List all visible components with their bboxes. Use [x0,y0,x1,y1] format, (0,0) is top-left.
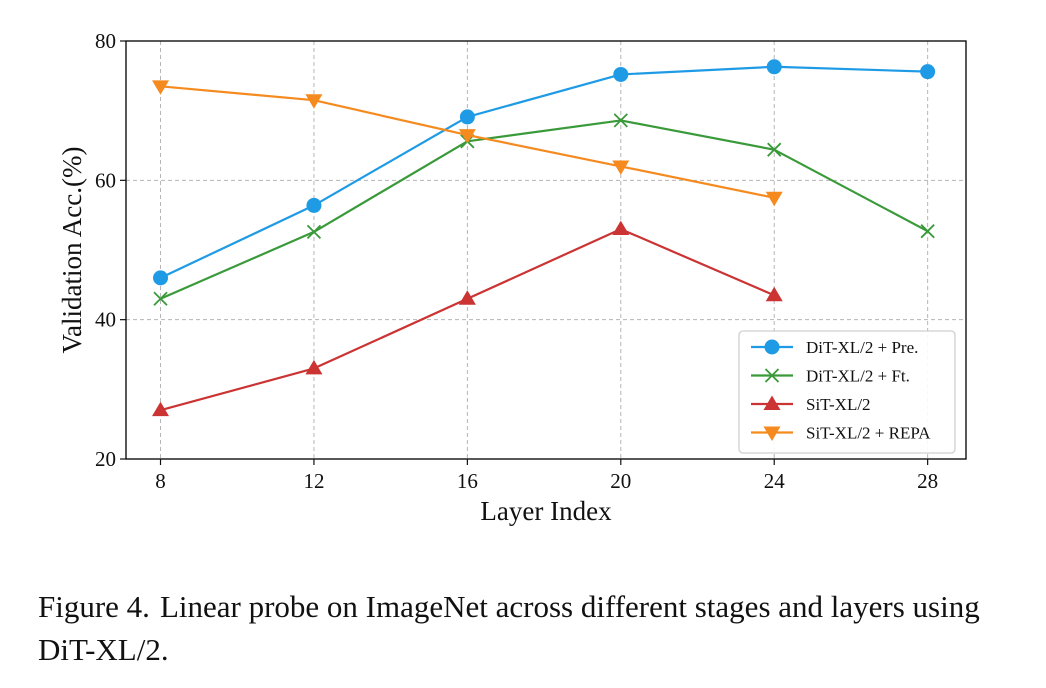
legend-label: DiT-XL/2 + Ft. [806,367,910,386]
series-3 [152,80,783,207]
data-point [612,220,630,236]
figure-caption: Figure 4. Linear probe on ImageNet across… [38,585,998,671]
legend-item: DiT-XL/2 + Pre. [751,338,918,357]
legend-item: DiT-XL/2 + Ft. [751,367,910,386]
series-2 [152,220,783,417]
series-lines [152,59,936,417]
x-tick-label: 24 [764,469,786,493]
x-tick-label: 20 [610,469,631,493]
legend-marker [764,339,780,355]
x-tick-label: 12 [303,469,324,493]
y-tick-label: 20 [95,447,116,471]
data-point [306,197,322,213]
series-1 [153,113,935,306]
y-tick-label: 80 [95,29,116,53]
caption-text: Linear probe on ImageNet across differen… [38,589,980,667]
legend-label: SiT-XL/2 [806,395,871,414]
legend-marker [763,426,781,441]
data-point [459,109,475,125]
data-point [152,80,170,95]
legend-marker [764,368,780,383]
series-0 [153,59,936,286]
line-chart: 8 12 16 20 24 28 20 40 60 80 Layer Index Validati… [57,29,967,526]
data-point [153,291,168,306]
legend-box [738,330,956,454]
series-line [160,119,929,300]
data-point [766,59,782,75]
legend-label: SiT-XL/2 + REPA [806,424,931,443]
data-point [305,94,323,109]
series-line [160,65,928,279]
y-tick-label: 40 [95,308,116,332]
legend-item: SiT-XL/2 + REPA [751,424,931,443]
data-point [765,286,783,302]
x-tick-label: 16 [457,469,478,493]
legend: DiT-XL/2 + Pre. DiT-XL/2 + Ft. SiT-XL/2 SiT… [738,330,956,454]
data-point [152,401,170,417]
data-point [306,224,322,240]
x-tick-label: 8 [155,469,166,493]
plot-frame [125,40,967,460]
data-point [765,191,783,207]
legend-label: DiT-XL/2 + Pre. [806,338,918,357]
data-point [767,142,782,157]
data-point [613,113,628,128]
legend-marker [763,395,781,410]
data-point [458,129,476,144]
y-tick-label: 60 [95,168,116,192]
x-tick-label: 28 [917,469,938,493]
x-axis-title: Layer Index [480,496,612,526]
data-point [920,64,936,80]
data-point [153,270,169,286]
axis-ticks: 8 12 16 20 24 28 20 40 60 80 [95,29,938,493]
legend-item: SiT-XL/2 [751,395,871,414]
data-point [613,66,629,82]
data-point [305,359,323,375]
data-point [612,160,630,175]
data-point [920,224,935,239]
caption-label: Figure 4. [38,589,150,624]
y-axis-title: Validation Acc.(%) [57,147,87,354]
data-point [458,290,476,305]
